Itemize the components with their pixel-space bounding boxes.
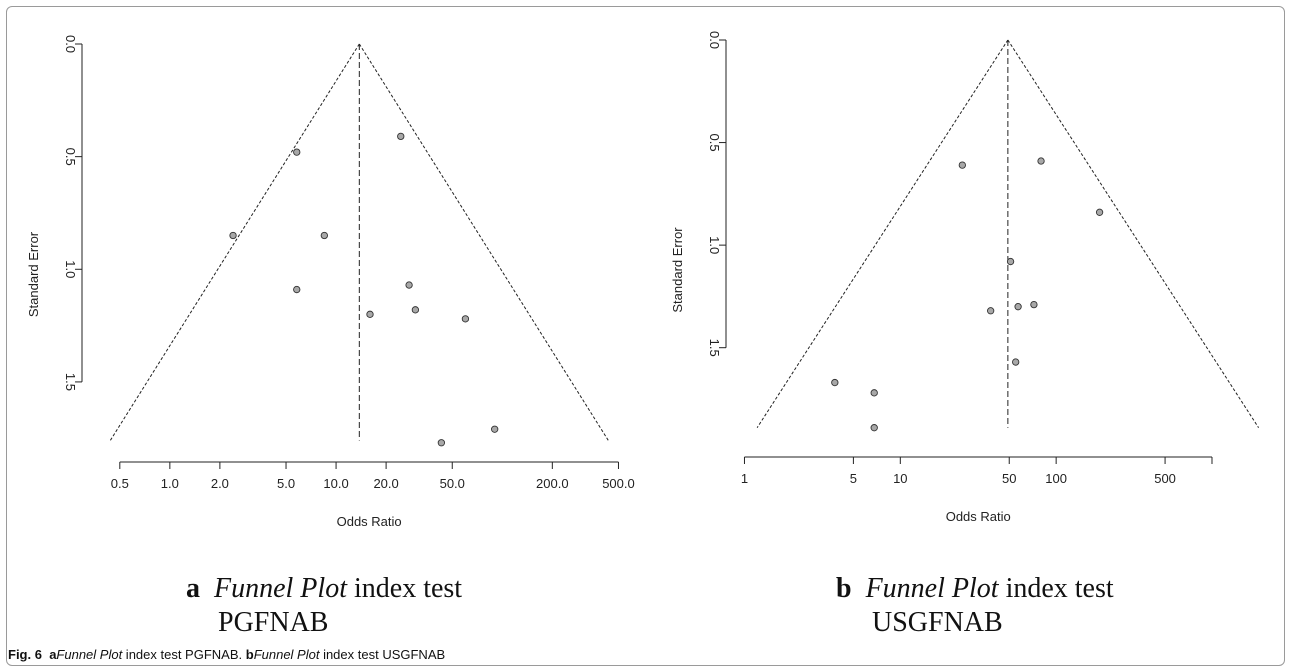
- study-point-9: [831, 378, 839, 387]
- subcaption-a: a Funnel Plot index test: [186, 571, 462, 607]
- subcaption-b-line2-text: USGFNAB: [872, 607, 1003, 638]
- x-tick-label: 200.0: [536, 476, 569, 491]
- study-point-1: [397, 132, 405, 141]
- y-tick-label: 1.0: [63, 260, 78, 278]
- study-point-6: [405, 281, 413, 289]
- subcaption-a-italic: Funnel Plot: [214, 573, 347, 604]
- y-tick-label: 0.5: [707, 134, 722, 152]
- subcaption-a-line2: PGFNAB: [218, 605, 328, 641]
- study-point-7: [1030, 300, 1038, 309]
- x-tick-label: 5.0: [277, 476, 295, 491]
- subcaption-b-italic: Funnel Plot: [865, 573, 999, 604]
- y-axis-label: Standard Error: [26, 231, 41, 317]
- study-point-1: [958, 161, 966, 169]
- subcaption-b: b Funnel Plot index test: [836, 571, 1114, 607]
- funnel-plot-b: 1 5 10 50 100 500 Odds Ratio 0.0 0.5 1.0 1.5 Standa…: [670, 31, 1260, 524]
- study-point-8: [1012, 358, 1020, 366]
- figure-caption-b-italic: Funnel Plot: [253, 647, 320, 662]
- x-tick-label: 2.0: [211, 476, 229, 491]
- study-point-2: [1037, 157, 1045, 165]
- x-tick-label: 1: [741, 471, 748, 486]
- x-tick-label: 20.0: [373, 476, 398, 491]
- study-point-3: [229, 231, 237, 240]
- study-point-4: [1006, 257, 1015, 266]
- subcaption-b-letter: b: [836, 573, 852, 604]
- x-tick-label: 100: [1045, 471, 1067, 486]
- funnel-right-boundary: [358, 43, 609, 441]
- x-axis-label: Odds Ratio: [946, 509, 1011, 524]
- study-point-9: [461, 315, 470, 323]
- study-point-2: [293, 148, 301, 156]
- figure-caption-a-italic: Funnel Plot: [56, 647, 123, 662]
- x-tick-label: 500: [1154, 471, 1176, 486]
- y-tick-label: 1.5: [63, 373, 78, 391]
- funnel-left-boundary: [109, 43, 360, 441]
- figure-caption-a-rest: index test PGFNAB.: [122, 647, 246, 662]
- subcaption-b-line2: USGFNAB: [872, 605, 1003, 641]
- x-tick-label: 10.0: [323, 476, 348, 491]
- study-point-5: [987, 307, 995, 315]
- study-point-10: [870, 389, 878, 397]
- subcaption-b-rest: index test: [998, 573, 1114, 604]
- subcaption-a-rest: index test: [346, 573, 463, 604]
- study-point-11: [437, 439, 446, 447]
- y-tick-label: 1.5: [707, 339, 722, 357]
- x-tick-label: 500.0: [602, 476, 635, 491]
- study-point-11: [870, 424, 878, 432]
- x-tick-label: 0.5: [111, 476, 129, 491]
- figure-label: Fig. 6: [8, 647, 42, 662]
- figure-caption: Fig. 6 aFunnel Plot index test PGFNAB. b…: [8, 647, 445, 662]
- funnel-plot-a: 0.5 1.0 2.0 5.0 10.0 20.0 50.0 200.0 500.0 Odds R…: [26, 35, 635, 529]
- x-tick-label: 10: [893, 471, 907, 486]
- y-tick-label: 0.0: [707, 31, 722, 49]
- x-tick-label: 1.0: [161, 476, 179, 491]
- y-tick-label: 0.5: [63, 148, 78, 166]
- study-point-7: [366, 310, 374, 318]
- study-point-10: [491, 425, 499, 433]
- figure-frame: [6, 6, 1285, 666]
- funnel-left-boundary: [756, 39, 1009, 428]
- study-point-6: [1014, 303, 1022, 311]
- study-point-5: [293, 285, 301, 294]
- figure-caption-b-rest: index test USGFNAB: [319, 647, 446, 662]
- y-tick-label: 1.0: [707, 236, 722, 254]
- x-axis-label: Odds Ratio: [337, 514, 402, 529]
- study-point-3: [1095, 208, 1104, 216]
- x-tick-label: 50.0: [440, 476, 465, 491]
- study-point-8: [411, 306, 420, 314]
- y-axis-label: Standard Error: [670, 227, 685, 313]
- figure-caption-b-letter: b: [245, 647, 254, 662]
- x-tick-label: 5: [850, 471, 857, 486]
- y-tick-label: 0.0: [63, 35, 78, 53]
- figure-caption-a-letter: a: [49, 647, 57, 662]
- x-tick-label: 50: [1002, 471, 1016, 486]
- subcaption-a-line2-text: PGFNAB: [218, 607, 329, 638]
- subcaption-a-letter: a: [186, 573, 200, 604]
- funnel-right-boundary: [1007, 39, 1260, 428]
- study-point-4: [320, 231, 328, 240]
